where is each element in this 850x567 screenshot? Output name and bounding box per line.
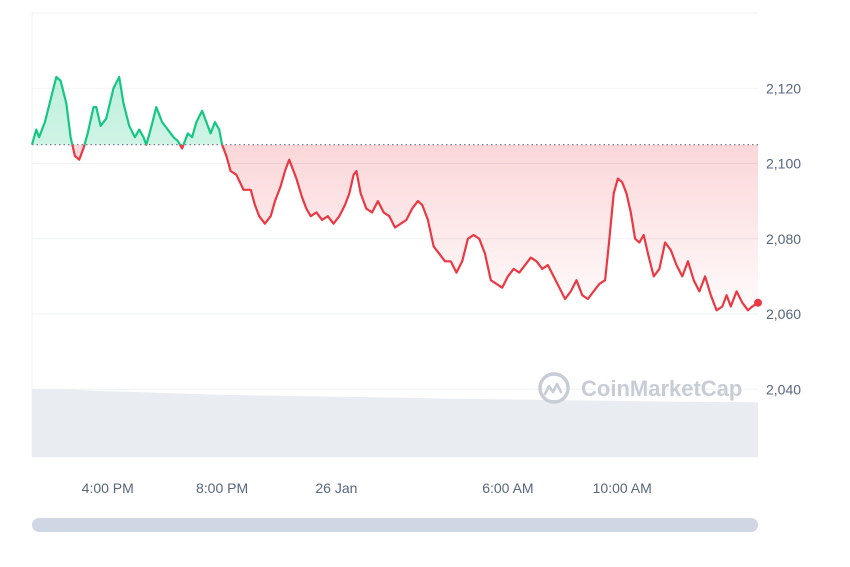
x-tick-label: 4:00 PM <box>82 480 134 496</box>
watermark-text: CoinMarketCap <box>581 376 742 401</box>
x-tick-label: 10:00 AM <box>593 480 652 496</box>
x-tick-label: 8:00 PM <box>196 480 248 496</box>
x-axis-ticks: 4:00 PM 8:00 PM 26 Jan 6:00 AM 10:00 AM <box>82 480 652 496</box>
area-fill-up <box>32 77 223 145</box>
y-tick-label: 2,100 <box>766 156 801 172</box>
price-line-up <box>30 75 224 145</box>
y-tick-label: 2,060 <box>766 306 801 322</box>
last-price-marker <box>754 298 762 307</box>
x-tick-label: 26 Jan <box>315 480 357 496</box>
coinmarketcap-logo-icon <box>538 372 570 404</box>
y-tick-label: 2,040 <box>766 381 801 397</box>
area-fill-down <box>32 144 758 311</box>
price-line-down <box>31 144 759 312</box>
area-fills <box>32 77 758 311</box>
volume-area <box>32 389 758 457</box>
chart-scrollbar[interactable] <box>32 518 758 532</box>
volume-area-shape <box>32 389 758 457</box>
y-tick-label: 2,120 <box>766 80 801 96</box>
y-axis-ticks: 2,040 2,060 2,080 2,100 2,120 <box>766 80 801 397</box>
x-tick-label: 6:00 AM <box>482 480 533 496</box>
y-tick-label: 2,080 <box>766 231 801 247</box>
price-lines <box>30 75 759 312</box>
watermark: CoinMarketCap <box>538 372 742 404</box>
last-price-dot <box>754 298 762 307</box>
